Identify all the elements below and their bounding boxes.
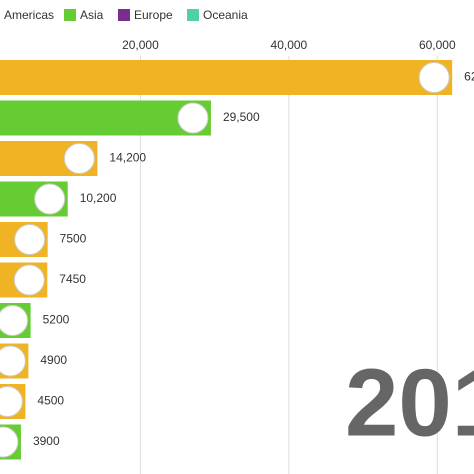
x-tick-label: 40,000 xyxy=(271,38,308,52)
flag-icon xyxy=(14,224,46,255)
flag-icon xyxy=(418,62,450,93)
bar xyxy=(0,100,211,136)
legend-swatch xyxy=(187,9,199,21)
flag-icon xyxy=(0,426,19,458)
legend-label: Oceania xyxy=(203,8,248,22)
legend-swatch xyxy=(64,9,76,21)
value-label: 3900 xyxy=(33,434,60,448)
x-tick-label: 20,000 xyxy=(122,38,159,52)
flag-icon xyxy=(13,264,45,296)
legend-label: Americas xyxy=(4,8,54,22)
x-tick-label: 60,000 xyxy=(419,38,456,52)
bar xyxy=(0,60,453,95)
value-label: 29,500 xyxy=(223,110,260,124)
value-label: 14,200 xyxy=(109,151,146,165)
value-label: 4900 xyxy=(40,353,67,367)
flag-icon xyxy=(63,143,95,174)
flag-icon xyxy=(0,345,26,377)
value-label: 7500 xyxy=(60,232,87,246)
legend-label: Asia xyxy=(80,8,104,22)
legend-swatch xyxy=(118,9,130,21)
flag-icon xyxy=(0,386,23,417)
value-label: 62,000 xyxy=(464,70,474,84)
legend-label: Europe xyxy=(134,8,173,22)
flag-icon xyxy=(177,102,209,134)
value-label: 10,200 xyxy=(80,191,117,205)
year-label: 201 xyxy=(345,349,474,456)
value-label: 4500 xyxy=(37,394,64,408)
flag-icon xyxy=(0,305,29,336)
flag-icon xyxy=(34,183,66,215)
value-label: 7450 xyxy=(59,272,86,286)
value-label: 5200 xyxy=(43,313,70,327)
